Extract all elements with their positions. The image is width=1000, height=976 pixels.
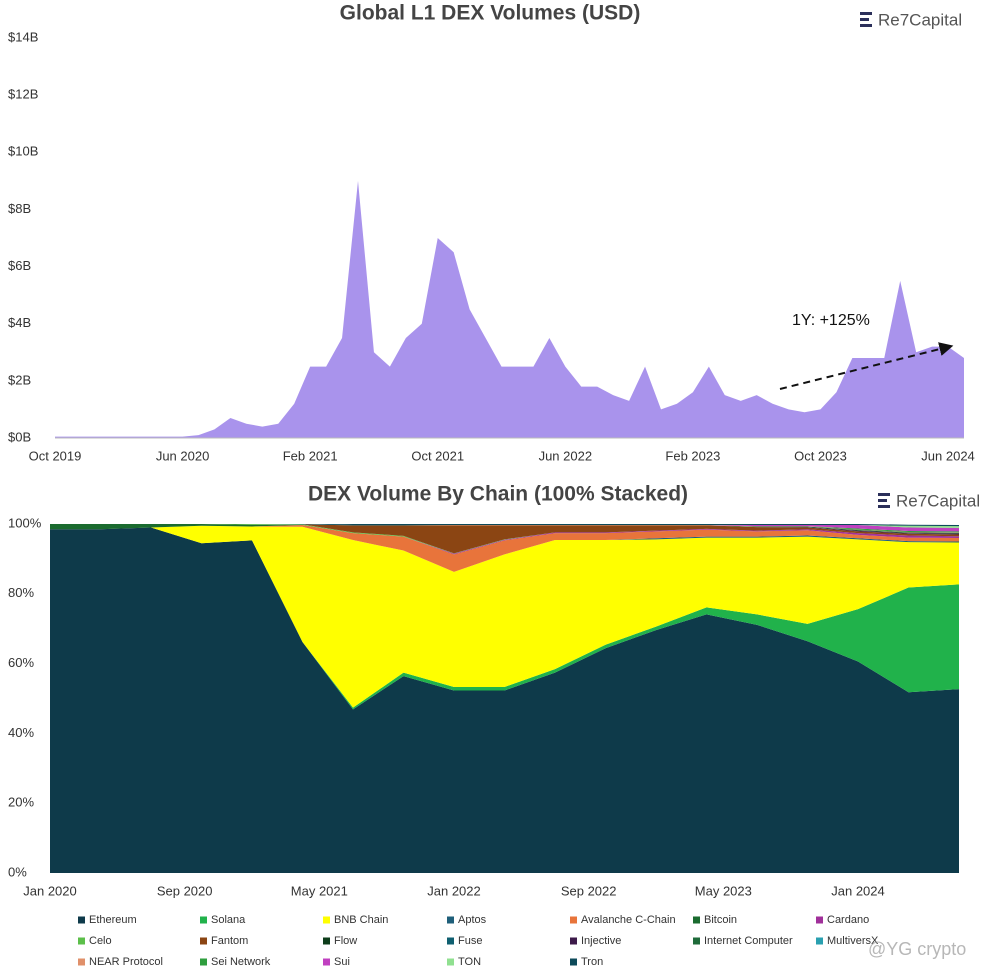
x-tick-label: Oct 2019	[29, 448, 82, 463]
legend-swatch	[447, 958, 454, 966]
stack-area	[50, 525, 959, 572]
legend-swatch	[570, 916, 577, 924]
legend-label: NEAR Protocol	[89, 956, 163, 968]
legend-swatch	[816, 916, 823, 924]
legend-swatch	[78, 958, 85, 966]
legend-label: Sui	[334, 956, 350, 968]
legend-label: Injective	[581, 935, 621, 947]
x-tick-label: Jan 2024	[831, 883, 885, 898]
chart-title: Global L1 DEX Volumes (USD)	[340, 2, 641, 25]
x-tick-label: Oct 2021	[411, 448, 464, 463]
legend-label: Fuse	[458, 935, 482, 947]
y-tick-label: $10B	[8, 144, 38, 159]
y-tick-label: $14B	[8, 29, 38, 44]
legend-swatch	[570, 937, 577, 945]
y-tick-label: $0B	[8, 429, 31, 444]
brand-logo	[878, 493, 890, 508]
x-tick-label: Jun 2022	[539, 448, 593, 463]
y-tick-label: 80%	[8, 585, 34, 600]
legend-swatch	[570, 958, 577, 966]
legend-label: Fantom	[211, 935, 248, 947]
x-tick-label: Sep 2020	[157, 883, 213, 898]
y-tick-label: $2B	[8, 372, 31, 387]
y-tick-label: 60%	[8, 655, 34, 670]
legend-swatch	[447, 937, 454, 945]
legend-swatch	[78, 916, 85, 924]
legend-swatch	[200, 958, 207, 966]
annotation: 1Y: +125%	[792, 312, 870, 329]
x-tick-label: Jun 2024	[921, 448, 975, 463]
legend-label: Tron	[581, 956, 603, 968]
brand-logo	[860, 12, 872, 27]
legend-label: Aptos	[458, 914, 487, 926]
legend-swatch	[693, 937, 700, 945]
x-tick-label: May 2021	[291, 883, 348, 898]
legend-label: Flow	[334, 935, 357, 947]
trend-arrow	[779, 342, 954, 390]
x-tick-label: Oct 2023	[794, 448, 847, 463]
legend-label: TON	[458, 956, 481, 968]
x-tick-label: Feb 2023	[665, 448, 720, 463]
stack-area	[50, 525, 959, 708]
legend-swatch	[447, 916, 454, 924]
legend-label: MultiversX	[827, 935, 879, 947]
stack-area	[50, 525, 959, 572]
legend-label: Internet Computer	[704, 935, 793, 947]
y-tick-label: 100%	[8, 515, 42, 530]
legend-label: Avalanche C-Chain	[581, 914, 676, 926]
legend-label: Ethereum	[89, 914, 137, 926]
x-tick-label: Jun 2020	[156, 448, 210, 463]
stack-area	[50, 524, 959, 554]
y-tick-label: $8B	[8, 201, 31, 216]
legend-swatch	[693, 916, 700, 924]
legend-label: BNB Chain	[334, 914, 388, 926]
area	[55, 180, 964, 438]
y-tick-label: 40%	[8, 725, 34, 740]
x-tick-label: Jan 2022	[427, 883, 481, 898]
y-tick-label: $12B	[8, 87, 38, 102]
legend-label: Bitcoin	[704, 914, 737, 926]
chart-title: DEX Volume By Chain (100% Stacked)	[308, 483, 688, 506]
stack-area	[50, 524, 959, 527]
legend-swatch	[200, 916, 207, 924]
legend-swatch	[323, 937, 330, 945]
legend-swatch	[200, 937, 207, 945]
stack-area	[50, 527, 959, 873]
legend-swatch	[323, 916, 330, 924]
y-tick-label: $6B	[8, 258, 31, 273]
legend-label: Cardano	[827, 914, 869, 926]
x-tick-label: May 2023	[695, 883, 752, 898]
legend-swatch	[323, 958, 330, 966]
legend-swatch	[78, 937, 85, 945]
x-tick-label: Jan 2020	[23, 883, 77, 898]
y-tick-label: $4B	[8, 315, 31, 330]
y-tick-label: 20%	[8, 795, 34, 810]
legend-swatch	[816, 937, 823, 945]
legend-label: Celo	[89, 935, 112, 947]
stack-area	[50, 527, 959, 710]
x-tick-label: Sep 2022	[561, 883, 617, 898]
brand: Re7Capital	[878, 10, 962, 29]
watermark: @YG crypto	[868, 939, 966, 959]
legend-label: Sei Network	[211, 956, 271, 968]
brand: Re7Capital	[896, 491, 980, 510]
legend-label: Solana	[211, 914, 246, 926]
y-tick-label: 0%	[8, 864, 27, 879]
stack-area	[50, 524, 959, 555]
x-tick-label: Feb 2021	[283, 448, 338, 463]
